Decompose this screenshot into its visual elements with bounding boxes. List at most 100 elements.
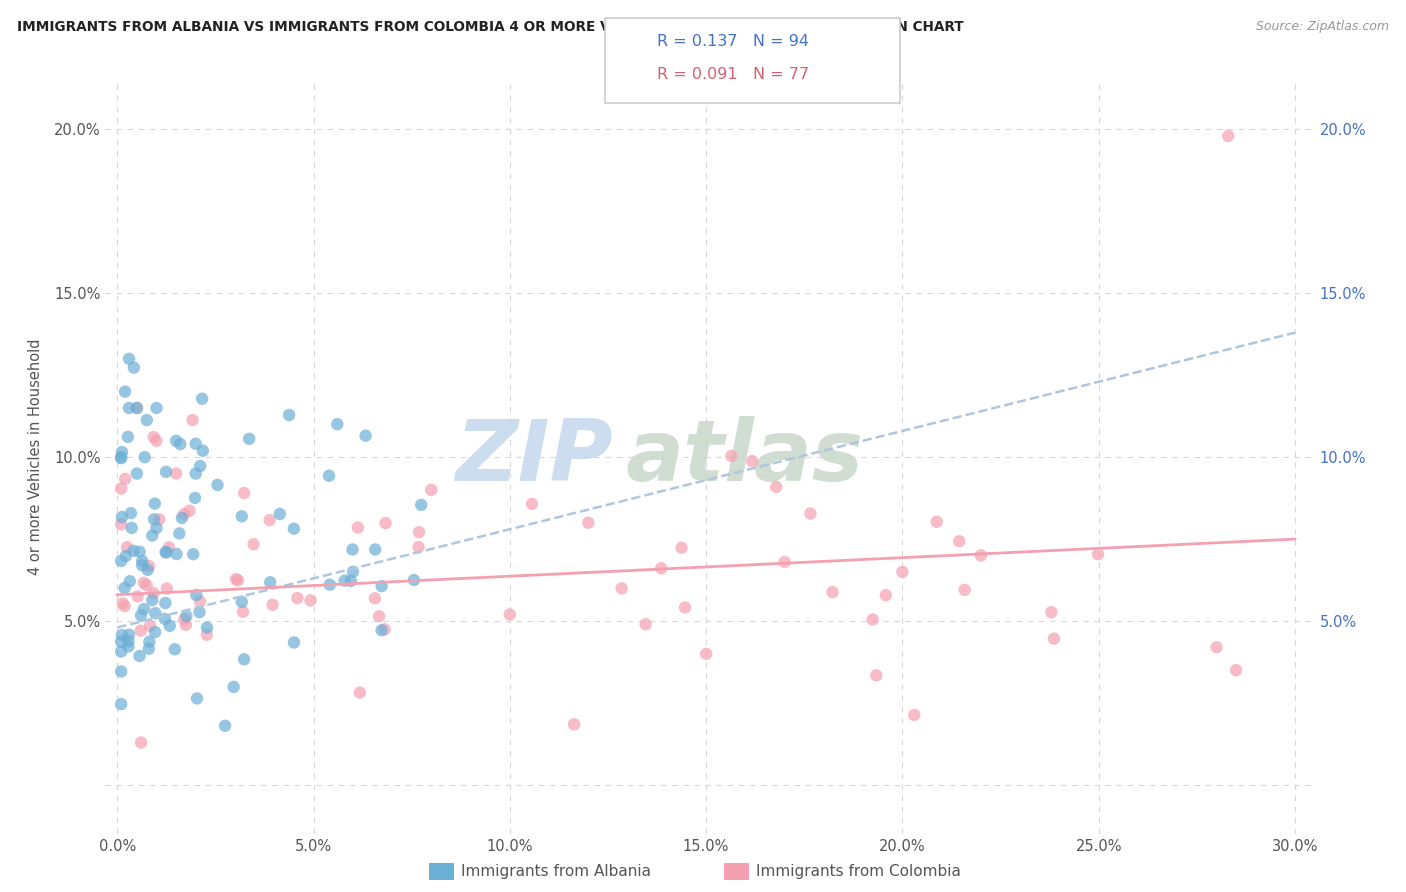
Immigrants from Colombia xyxy=(1087,547,1109,561)
Text: R = 0.091   N = 77: R = 0.091 N = 77 xyxy=(657,67,808,82)
Immigrants from Colombia xyxy=(925,515,948,529)
Immigrants from Albania xyxy=(118,574,141,589)
Immigrants from Albania xyxy=(143,606,166,620)
Immigrants from Colombia xyxy=(374,516,396,530)
Immigrants from Colombia xyxy=(720,449,742,463)
Immigrants from Colombia xyxy=(233,486,256,500)
Immigrants from Colombia xyxy=(364,591,387,606)
Immigrants from Colombia xyxy=(129,735,152,749)
Immigrants from Colombia xyxy=(125,401,148,415)
Immigrants from Colombia xyxy=(1205,640,1227,655)
Immigrants from Albania xyxy=(159,619,181,633)
Immigrants from Colombia xyxy=(671,541,693,555)
Immigrants from Albania xyxy=(186,588,208,602)
Immigrants from Colombia xyxy=(173,612,195,626)
Immigrants from Colombia xyxy=(520,497,543,511)
Immigrants from Colombia xyxy=(132,575,155,590)
Immigrants from Albania xyxy=(120,506,142,520)
Immigrants from Colombia xyxy=(695,647,717,661)
Immigrants from Albania xyxy=(186,691,208,706)
Immigrants from Albania xyxy=(138,634,160,648)
Immigrants from Albania xyxy=(169,437,191,451)
Immigrants from Albania xyxy=(111,445,134,459)
Text: R = 0.137   N = 94: R = 0.137 N = 94 xyxy=(657,34,808,49)
Immigrants from Colombia xyxy=(110,482,132,496)
Immigrants from Colombia xyxy=(195,628,218,642)
Immigrants from Albania xyxy=(122,543,145,558)
Immigrants from Colombia xyxy=(374,623,396,637)
Immigrants from Colombia xyxy=(346,520,368,534)
Immigrants from Colombia xyxy=(865,668,887,682)
Immigrants from Albania xyxy=(231,595,253,609)
Immigrants from Albania xyxy=(110,644,132,658)
Immigrants from Colombia xyxy=(148,512,170,526)
Immigrants from Colombia xyxy=(634,617,657,632)
Immigrants from Albania xyxy=(169,526,191,541)
Immigrants from Colombia xyxy=(287,591,309,606)
Immigrants from Colombia xyxy=(142,586,165,600)
Immigrants from Colombia xyxy=(741,454,763,468)
Immigrants from Colombia xyxy=(127,590,149,604)
Immigrants from Albania xyxy=(129,608,152,623)
Immigrants from Colombia xyxy=(114,472,136,486)
Immigrants from Albania xyxy=(155,596,177,610)
Immigrants from Albania xyxy=(207,478,229,492)
Immigrants from Colombia xyxy=(299,593,322,607)
Immigrants from Albania xyxy=(191,392,214,406)
Immigrants from Albania xyxy=(155,465,177,479)
Immigrants from Albania xyxy=(138,641,160,656)
Immigrants from Albania xyxy=(184,491,207,505)
Y-axis label: 4 or more Vehicles in Household: 4 or more Vehicles in Household xyxy=(28,339,42,575)
Immigrants from Albania xyxy=(340,574,363,588)
Immigrants from Albania xyxy=(135,413,157,427)
Immigrants from Albania xyxy=(166,547,188,561)
Immigrants from Colombia xyxy=(799,507,821,521)
Immigrants from Albania xyxy=(278,408,301,422)
Immigrants from Colombia xyxy=(174,617,197,632)
Immigrants from Albania xyxy=(176,609,198,624)
Immigrants from Albania xyxy=(283,635,305,649)
Immigrants from Colombia xyxy=(948,534,970,549)
Immigrants from Colombia xyxy=(576,516,599,530)
Immigrants from Albania xyxy=(110,450,132,464)
Immigrants from Colombia xyxy=(1225,663,1247,677)
Immigrants from Albania xyxy=(117,634,139,648)
Immigrants from Albania xyxy=(370,579,392,593)
Immigrants from Colombia xyxy=(138,559,160,574)
Immigrants from Colombia xyxy=(226,574,249,588)
Immigrants from Albania xyxy=(411,498,433,512)
Immigrants from Colombia xyxy=(111,596,134,610)
Immigrants from Albania xyxy=(181,547,204,561)
Immigrants from Albania xyxy=(354,428,377,442)
Immigrants from Albania xyxy=(114,581,136,595)
Immigrants from Albania xyxy=(222,680,245,694)
Immigrants from Albania xyxy=(188,458,211,473)
Immigrants from Albania xyxy=(117,640,139,654)
Immigrants from Colombia xyxy=(145,434,167,448)
Immigrants from Albania xyxy=(125,401,148,415)
Immigrants from Albania xyxy=(165,434,187,448)
Immigrants from Albania xyxy=(118,401,141,415)
Immigrants from Albania xyxy=(370,624,392,638)
Immigrants from Albania xyxy=(184,467,207,481)
Immigrants from Albania xyxy=(153,612,176,626)
Immigrants from Colombia xyxy=(953,582,976,597)
Immigrants from Albania xyxy=(143,497,166,511)
Text: IMMIGRANTS FROM ALBANIA VS IMMIGRANTS FROM COLOMBIA 4 OR MORE VEHICLES IN HOUSEH: IMMIGRANTS FROM ALBANIA VS IMMIGRANTS FR… xyxy=(17,20,963,34)
Immigrants from Colombia xyxy=(610,582,633,596)
Immigrants from Albania xyxy=(134,450,156,464)
Immigrants from Albania xyxy=(283,522,305,536)
Immigrants from Albania xyxy=(117,430,139,444)
Immigrants from Colombia xyxy=(139,618,162,632)
Immigrants from Albania xyxy=(145,521,167,535)
Immigrants from Colombia xyxy=(188,594,211,608)
Immigrants from Albania xyxy=(115,549,138,563)
Immigrants from Albania xyxy=(118,627,141,641)
Immigrants from Albania xyxy=(110,634,132,648)
Text: atlas: atlas xyxy=(626,416,863,499)
Immigrants from Colombia xyxy=(773,555,796,569)
Immigrants from Albania xyxy=(145,401,167,415)
Immigrants from Colombia xyxy=(368,609,391,624)
Immigrants from Albania xyxy=(141,528,163,542)
Immigrants from Colombia xyxy=(181,413,204,427)
